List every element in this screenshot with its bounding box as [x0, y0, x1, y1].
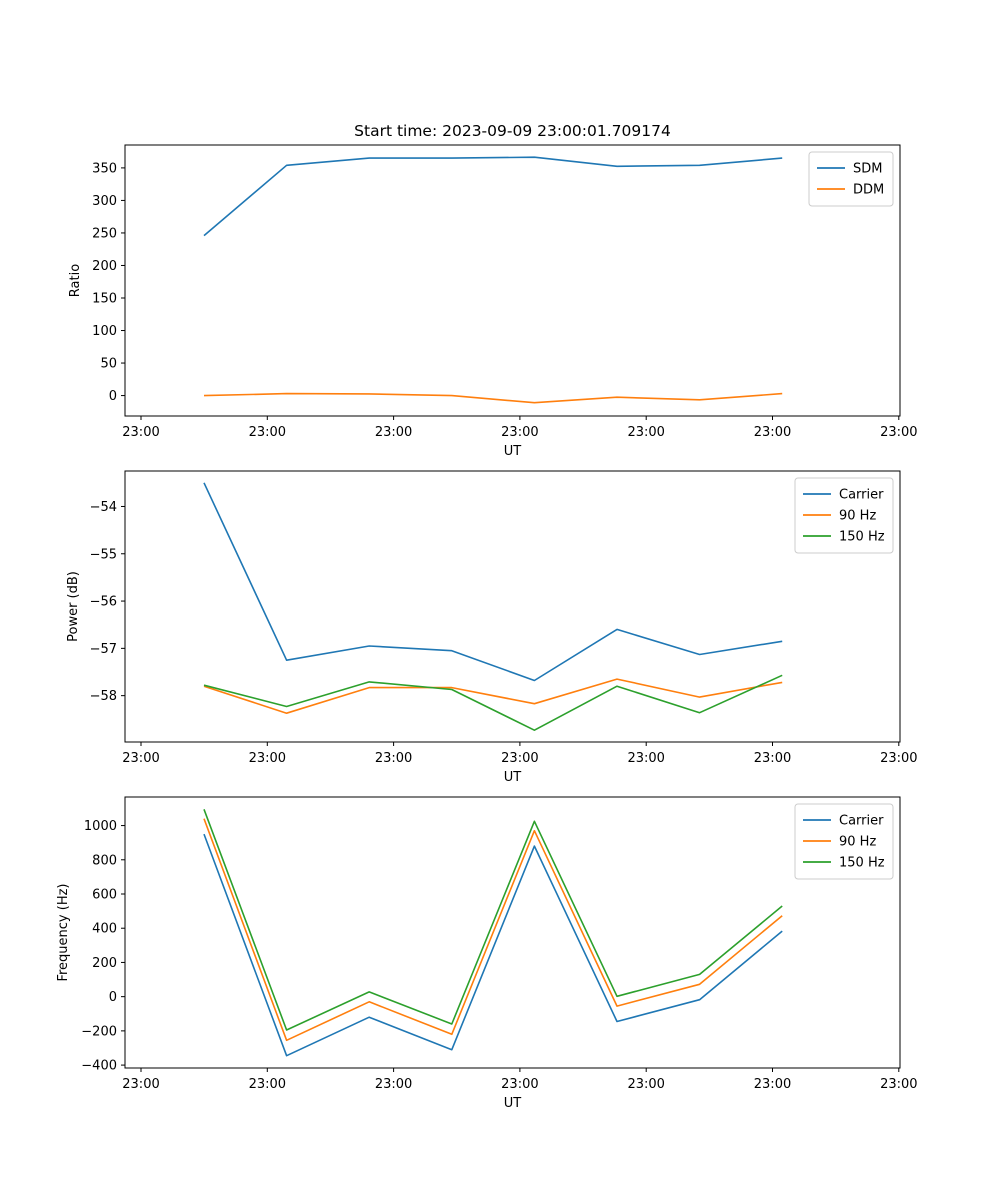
- legend-entry: Carrier: [839, 814, 884, 829]
- x-tick-label: 23:00: [880, 425, 917, 440]
- x-tick-label: 23:00: [249, 751, 286, 766]
- series-line-150-hz: [203, 809, 783, 1031]
- y-tick-label: −400: [81, 1059, 117, 1074]
- x-tick-label: 23:00: [375, 1077, 412, 1092]
- y-tick-label: 250: [92, 226, 117, 241]
- axes-frame: [124, 144, 901, 417]
- legend-box: [794, 803, 894, 880]
- x-tick-label: 23:00: [501, 425, 538, 440]
- y-tick-label: −57: [90, 642, 117, 657]
- x-tick-label: 23:00: [501, 751, 538, 766]
- x-tick-label: 23:00: [627, 425, 664, 440]
- y-tick-label: 800: [92, 853, 117, 868]
- series-line-carrier: [203, 833, 783, 1057]
- y-tick-label: −56: [90, 595, 117, 610]
- series-line-90-hz: [203, 678, 783, 715]
- figure-title: Start time: 2023-09-09 23:00:01.709174: [354, 122, 671, 140]
- chart-panel-1: 23:0023:0023:0023:0023:0023:0023:0023:01…: [68, 144, 918, 459]
- x-tick-label: 23:00: [122, 751, 159, 766]
- series-line-carrier: [203, 482, 783, 682]
- y-tick-label: 50: [100, 357, 117, 372]
- y-tick-label: 200: [92, 956, 117, 971]
- x-axis-label: UT: [504, 1096, 522, 1111]
- x-tick-label: 23:00: [754, 751, 791, 766]
- legend-entry: Carrier: [839, 488, 884, 503]
- series-line-90-hz: [203, 818, 783, 1042]
- axes-frame: [124, 470, 901, 743]
- x-tick-label: 23:00: [754, 425, 791, 440]
- y-tick-label: −58: [90, 689, 117, 704]
- x-tick-label: 23:00: [122, 1077, 159, 1092]
- x-tick-label: 23:00: [627, 751, 664, 766]
- legend-entry: DDM: [853, 183, 884, 198]
- y-tick-label: 1000: [84, 819, 117, 834]
- y-tick-label: 0: [109, 389, 117, 404]
- x-tick-label: 23:00: [880, 751, 917, 766]
- legend-entry: 150 Hz: [839, 856, 885, 871]
- chart-panel-2: 23:0023:0023:0023:0023:0023:0023:0023:01…: [66, 470, 918, 785]
- x-tick-label: 23:00: [375, 751, 412, 766]
- x-axis-label: UT: [504, 770, 522, 785]
- x-tick-label: 23:00: [627, 1077, 664, 1092]
- y-tick-label: −200: [81, 1024, 117, 1039]
- x-tick-label: 23:00: [375, 425, 412, 440]
- y-tick-label: 0: [109, 990, 117, 1005]
- legend-entry: 150 Hz: [839, 530, 885, 545]
- legend-entry: 90 Hz: [839, 509, 876, 524]
- y-tick-label: 200: [92, 259, 117, 274]
- x-tick-label: 23:00: [754, 1077, 791, 1092]
- y-tick-label: 300: [92, 194, 117, 209]
- y-tick-label: −55: [90, 547, 117, 562]
- y-tick-label: 600: [92, 888, 117, 903]
- series-line-sdm: [203, 156, 783, 237]
- x-tick-label: 23:00: [501, 1077, 538, 1092]
- legend-entry: SDM: [853, 162, 882, 177]
- legend-box: [794, 477, 894, 554]
- legend-box: [808, 151, 894, 207]
- legend: Carrier 90 Hz 150 Hz: [794, 477, 894, 554]
- series-line-ddm: [203, 392, 783, 404]
- x-axis-label: UT: [504, 444, 522, 459]
- legend: SDM DDM: [808, 151, 894, 207]
- y-tick-label: 400: [92, 922, 117, 937]
- legend: Carrier 90 Hz 150 Hz: [794, 803, 894, 880]
- y-tick-label: 100: [92, 324, 117, 339]
- y-axis-label: Ratio: [68, 264, 83, 297]
- y-axis-label: Frequency (Hz): [56, 883, 71, 981]
- x-tick-label: 23:00: [880, 1077, 917, 1092]
- x-tick-label: 23:00: [249, 1077, 286, 1092]
- x-tick-label: 23:00: [249, 425, 286, 440]
- chart-panel-3: 23:0023:0023:0023:0023:0023:0023:0023:01…: [56, 796, 918, 1111]
- series-line-150-hz: [203, 674, 783, 732]
- y-tick-label: −54: [90, 500, 117, 515]
- y-tick-label: 350: [92, 161, 117, 176]
- axes-frame: [124, 796, 901, 1069]
- legend-entry: 90 Hz: [839, 835, 876, 850]
- y-axis-label: Power (dB): [66, 571, 81, 642]
- x-tick-label: 23:00: [122, 425, 159, 440]
- y-tick-label: 150: [92, 291, 117, 306]
